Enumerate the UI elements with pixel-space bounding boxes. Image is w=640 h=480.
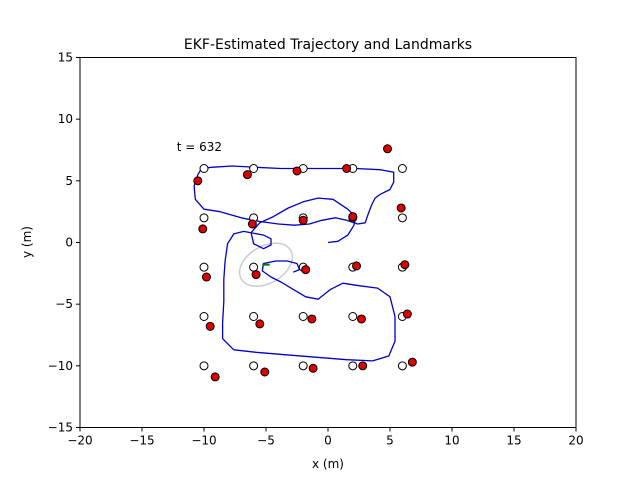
y-tick-label: 15 (58, 51, 73, 65)
true-landmark-point (199, 262, 209, 272)
estimated-landmark-point (205, 321, 215, 331)
estimated-landmark-point (400, 260, 410, 270)
y-tick-label: −15 (48, 421, 73, 435)
y-tick-label: 0 (65, 236, 73, 250)
true-landmark-point (298, 312, 308, 321)
y-tick-label: 10 (58, 112, 73, 126)
estimated-landmark-point (402, 309, 412, 319)
estimated-landmark-point (358, 361, 368, 371)
x-axis-label: x (m) (312, 457, 344, 471)
estimated-landmark-point (193, 176, 203, 186)
chart-title: EKF-Estimated Trajectory and Landmarks (184, 37, 472, 53)
true-landmark-point (397, 361, 407, 371)
y-tick-label: 5 (65, 174, 73, 188)
trajectory-line-upper (193, 165, 395, 226)
true-landmark-point (397, 164, 407, 173)
x-tick-label: −10 (191, 434, 216, 448)
estimated-landmark-point (407, 357, 417, 367)
true-landmark-point (249, 164, 259, 173)
true-landmark-point (249, 312, 259, 321)
true-landmark-point (249, 262, 259, 272)
estimated-landmark-point (201, 272, 211, 282)
estimated-landmark-point (292, 166, 302, 176)
true-landmark-point (199, 213, 209, 223)
x-tick-label: −5 (257, 434, 275, 448)
y-axis: −15 −10 −5 0 5 10 15 (48, 51, 80, 435)
estimated-landmark-point (307, 314, 317, 324)
true-landmark-point (348, 312, 358, 321)
true-landmark-point (199, 164, 209, 173)
estimated-landmark-point (251, 270, 261, 280)
estimated-landmark-point (255, 319, 265, 329)
estimated-landmark-point (342, 164, 352, 173)
uncertainty-ellipse (238, 242, 294, 287)
estimated-landmark-point (210, 372, 220, 382)
x-tick-label: 15 (506, 434, 521, 448)
x-tick-label: 0 (324, 434, 332, 448)
estimated-landmark-point (308, 363, 318, 373)
x-tick-label: −15 (129, 434, 154, 448)
estimated-landmark-point (260, 367, 270, 377)
true-landmark-point (348, 361, 358, 371)
estimated-landmark-point (348, 212, 358, 222)
y-tick-label: −10 (48, 359, 73, 373)
estimated-landmark-point (352, 261, 362, 271)
y-axis-label: y (m) (20, 226, 34, 258)
true-landmark-point (199, 312, 209, 321)
true-landmark-point (249, 361, 259, 371)
true-landmark-point (199, 361, 209, 371)
y-tick-label: −5 (55, 297, 73, 311)
estimated-landmark-point (301, 265, 311, 275)
plot-content (193, 144, 417, 382)
x-tick-label: −20 (67, 434, 92, 448)
x-tick-label: 5 (386, 434, 394, 448)
estimated-landmark-point (247, 219, 257, 229)
x-tick-label: 20 (568, 434, 583, 448)
estimated-landmark-point (242, 170, 252, 180)
estimated-landmark-point (298, 215, 308, 225)
trajectory-line (221, 197, 396, 362)
x-tick-label: 10 (444, 434, 459, 448)
estimated-landmark-point (396, 203, 406, 213)
estimated-landmark-point (383, 144, 393, 154)
estimated-landmark-point (198, 224, 208, 234)
estimated-landmark-point (356, 314, 366, 324)
x-axis: −20 −15 −10 −5 0 5 10 15 20 (67, 427, 584, 448)
true-landmark-point (298, 361, 308, 371)
true-landmark-point (397, 213, 407, 223)
time-annotation: t = 632 (177, 140, 222, 154)
